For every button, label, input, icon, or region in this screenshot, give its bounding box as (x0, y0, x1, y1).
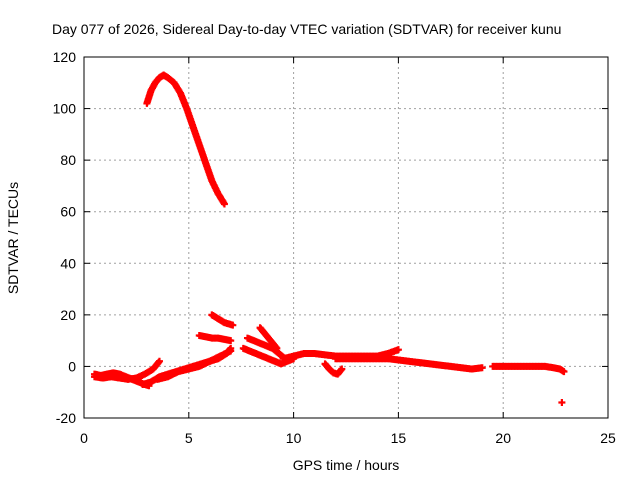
series-arc-low-4 (153, 347, 235, 383)
data-point (560, 368, 568, 376)
data-point (227, 347, 235, 355)
series-arc-high (143, 71, 228, 208)
x-tick-label: 5 (185, 430, 193, 446)
series-arc-mid-h (332, 355, 486, 373)
data-point (273, 344, 281, 352)
x-tick-label: 0 (80, 430, 88, 446)
data-point (478, 364, 486, 372)
x-tick-label: 20 (495, 430, 511, 446)
y-tick-label: 120 (53, 49, 77, 65)
series-arc-mid-g (321, 360, 346, 378)
y-tick-label: 60 (60, 204, 76, 220)
series-arc-mid-a (195, 331, 235, 345)
data-point (227, 337, 235, 345)
y-tick-label: 80 (60, 152, 76, 168)
data-point (155, 357, 163, 365)
series-arc-low-2 (90, 357, 163, 383)
y-tick-label: 40 (60, 255, 76, 271)
data-point (394, 346, 402, 354)
series-arc-late (489, 362, 568, 376)
data-point (558, 399, 566, 407)
x-tick-label: 15 (391, 430, 407, 446)
x-tick-label: 10 (286, 430, 302, 446)
series-outlier (558, 399, 566, 407)
data-point (338, 365, 346, 373)
y-axis-label: SDTVAR / TECUs (5, 182, 21, 294)
y-axis-ticks: -20 0 20 40 60 80 100 120 (53, 49, 608, 426)
x-axis-label: GPS time / hours (293, 457, 400, 473)
series-arc-mid-d (256, 324, 281, 352)
series-arc-mid-b (208, 311, 237, 329)
data-point (220, 200, 228, 208)
y-tick-label: 20 (60, 307, 76, 323)
y-tick-label: 100 (53, 101, 77, 117)
y-tick-label: 0 (68, 358, 76, 374)
chart-title: Day 077 of 2026, Sidereal Day-to-day VTE… (52, 21, 561, 37)
data-point (229, 321, 237, 329)
x-tick-label: 25 (600, 430, 616, 446)
plot-frame (83, 56, 609, 419)
y-tick-label: -20 (56, 410, 76, 426)
x-axis-ticks: 0 5 10 15 20 25 (80, 57, 616, 446)
data-points (90, 71, 568, 407)
